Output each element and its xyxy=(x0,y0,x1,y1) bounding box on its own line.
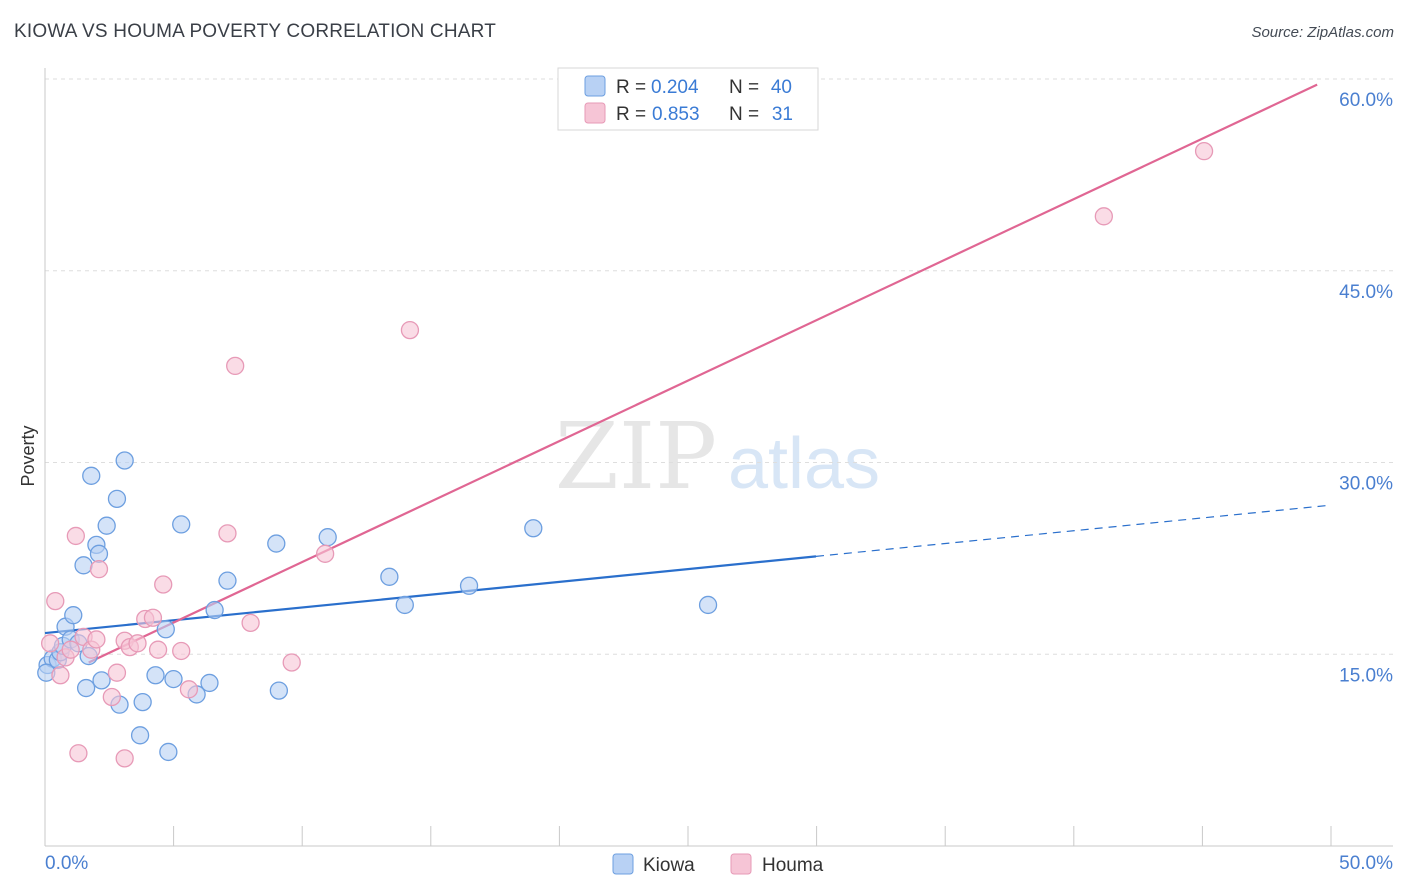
kiowa-n-label: N = xyxy=(729,77,759,98)
kiowa-point-24 xyxy=(159,742,178,762)
houma-point-14 xyxy=(115,749,134,768)
kiowa-point-28 xyxy=(200,673,219,693)
houma-point-9 xyxy=(87,630,106,649)
houma-point-28 xyxy=(400,320,420,340)
kiowa-point-33 xyxy=(318,528,337,547)
kiowa-point-25 xyxy=(164,669,183,689)
kiowa-point-31 xyxy=(267,534,286,553)
houma-point-18 xyxy=(143,608,163,627)
kiowa-trend-line xyxy=(44,555,817,635)
houma-point-23 xyxy=(218,524,237,543)
houma-point-16 xyxy=(128,634,147,653)
houma-point-22 xyxy=(179,680,199,699)
x-axis-ticks xyxy=(44,826,1332,846)
houma-legend-label: Houma xyxy=(762,855,824,876)
kiowa-point-19 xyxy=(115,451,134,470)
x-tick-label-max: 50.0% xyxy=(1339,853,1393,874)
houma-point-4 xyxy=(61,640,80,659)
houma-point-10 xyxy=(89,560,109,579)
kiowa-point-36 xyxy=(459,576,479,595)
series-legend: Kiowa Houma xyxy=(612,853,824,876)
kiowa-point-35 xyxy=(395,595,414,615)
kiowa-point-9 xyxy=(74,556,93,575)
houma-point-25 xyxy=(241,613,260,632)
kiowa-point-16 xyxy=(97,516,116,535)
trend-lines xyxy=(44,83,1331,664)
kiowa-point-38 xyxy=(698,595,718,615)
y-tick-labels: 15.0% 30.0% 45.0% 60.0% xyxy=(1339,90,1393,686)
houma-point-29 xyxy=(1094,207,1113,226)
houma-point-5 xyxy=(66,526,85,546)
kiowa-point-20 xyxy=(130,726,150,745)
kiowa-point-23 xyxy=(156,620,175,639)
data-points xyxy=(37,141,1214,768)
chart-title: KIOWA VS HOUMA POVERTY CORRELATION CHART xyxy=(14,21,497,42)
kiowa-trend-extension xyxy=(815,504,1331,557)
kiowa-point-14 xyxy=(89,544,109,563)
y-tick-label-15: 15.0% xyxy=(1339,665,1393,686)
stats-legend: R = 0.204 N = 40 R = 0.853 N = 31 xyxy=(557,67,819,131)
kiowa-n-value: 40 xyxy=(771,77,792,98)
houma-point-1 xyxy=(46,591,65,611)
kiowa-point-10 xyxy=(76,678,96,698)
kiowa-bottom-swatch xyxy=(612,853,634,875)
kiowa-legend-label: Kiowa xyxy=(643,855,695,876)
houma-n-value: 31 xyxy=(772,104,793,125)
houma-point-19 xyxy=(148,640,168,659)
houma-n-label: N = xyxy=(729,104,759,125)
houma-r-value: 0.853 xyxy=(652,104,700,125)
kiowa-point-17 xyxy=(107,489,127,508)
kiowa-point-12 xyxy=(82,466,101,485)
houma-r-label: R = xyxy=(616,104,646,125)
houma-point-20 xyxy=(154,575,173,594)
kiowa-point-29 xyxy=(205,600,224,620)
houma-point-11 xyxy=(102,687,121,707)
houma-point-0 xyxy=(40,634,60,653)
grid-lines xyxy=(45,78,1393,655)
kiowa-point-7 xyxy=(64,606,83,625)
y-tick-label-60: 60.0% xyxy=(1339,90,1393,111)
kiowa-point-37 xyxy=(524,519,543,538)
kiowa-point-34 xyxy=(380,567,399,586)
kiowa-point-30 xyxy=(218,571,237,590)
houma-point-2 xyxy=(51,666,70,685)
x-tick-label-min: 0.0% xyxy=(45,853,88,874)
houma-point-21 xyxy=(172,641,191,661)
houma-legend-swatch xyxy=(584,102,606,124)
houma-point-30 xyxy=(1194,141,1214,161)
watermark-atlas: atlas xyxy=(728,424,880,504)
watermark-zip: ZIP xyxy=(555,403,717,510)
kiowa-r-value: 0.204 xyxy=(651,77,699,98)
kiowa-legend-swatch xyxy=(584,75,606,97)
kiowa-point-22 xyxy=(146,666,165,685)
kiowa-point-32 xyxy=(269,681,289,700)
houma-bottom-swatch xyxy=(730,853,752,875)
y-tick-label-30: 30.0% xyxy=(1339,474,1393,495)
kiowa-point-15 xyxy=(92,671,111,690)
houma-point-27 xyxy=(315,544,335,563)
kiowa-r-label: R = xyxy=(616,77,646,98)
kiowa-point-21 xyxy=(133,692,152,712)
kiowa-point-26 xyxy=(172,515,191,534)
houma-point-12 xyxy=(107,663,127,682)
houma-point-6 xyxy=(69,744,88,763)
y-tick-label-45: 45.0% xyxy=(1339,282,1393,303)
houma-point-26 xyxy=(282,653,301,672)
houma-trend-line xyxy=(88,83,1318,664)
source-label: Source: ZipAtlas.com xyxy=(1251,24,1394,41)
y-axis-title: Poverty xyxy=(18,425,38,486)
houma-point-24 xyxy=(226,356,245,376)
